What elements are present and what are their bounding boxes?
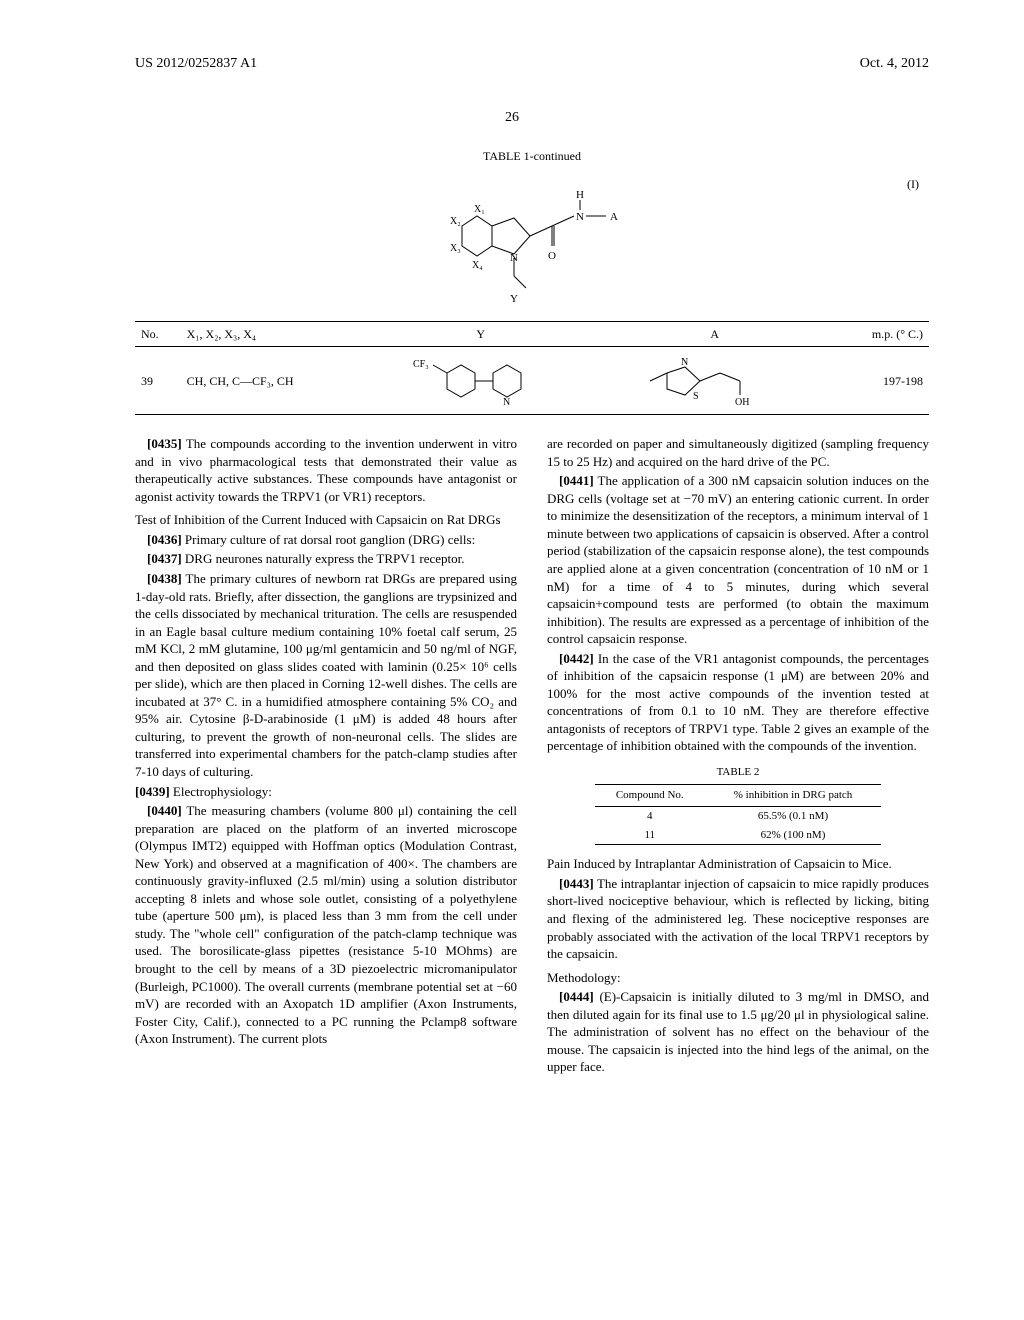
para-text: The measuring chambers (volume 800 μl) c… bbox=[135, 803, 517, 1046]
para-num: [0444] bbox=[559, 989, 594, 1004]
para-num: [0438] bbox=[147, 571, 182, 586]
table2-compound: 4 bbox=[595, 806, 705, 825]
para-num: [0441] bbox=[559, 473, 594, 488]
para-text: Electrophysiology: bbox=[173, 784, 272, 799]
table2-col-inhibition: % inhibition in DRG patch bbox=[705, 784, 882, 806]
left-column: [0435] The compounds according to the in… bbox=[135, 435, 517, 1078]
right-column: are recorded on paper and simultaneously… bbox=[547, 435, 929, 1078]
subheading: Test of Inhibition of the Current Induce… bbox=[135, 511, 517, 529]
table1-col-a: A bbox=[598, 321, 832, 346]
svg-text:H: H bbox=[576, 189, 584, 201]
table1-y-structure: CF₃ N bbox=[364, 347, 598, 415]
svg-text:O: O bbox=[548, 250, 556, 262]
svg-text:CF₃: CF₃ bbox=[413, 359, 429, 370]
para-text: The primary cultures of newborn rat DRGs… bbox=[135, 571, 517, 779]
svg-text:N: N bbox=[576, 211, 584, 223]
para-num: [0437] bbox=[147, 551, 182, 566]
svg-text:N: N bbox=[681, 357, 688, 368]
table1-x: CH, CH, C—CF₃, CH bbox=[181, 347, 364, 415]
table-row: 4 65.5% (0.1 nM) bbox=[595, 806, 882, 825]
para-num: [0435] bbox=[147, 436, 182, 451]
svg-text:Y: Y bbox=[510, 293, 518, 305]
table1-col-y: Y bbox=[364, 321, 598, 346]
para-num: [0436] bbox=[147, 532, 182, 547]
para-text: (E)-Capsaicin is initially diluted to 3 … bbox=[547, 989, 929, 1074]
table1-no: 39 bbox=[135, 347, 181, 415]
para-text: are recorded on paper and simultaneously… bbox=[547, 435, 929, 470]
para-text: In the case of the VR1 antagonist compou… bbox=[547, 651, 929, 754]
para-text: Primary culture of rat dorsal root gangl… bbox=[185, 532, 475, 547]
publication-date: Oct. 4, 2012 bbox=[860, 55, 929, 74]
svg-text:X₁: X₁ bbox=[474, 204, 485, 215]
para-num: [0442] bbox=[559, 651, 594, 666]
table1-col-mp: m.p. (° C.) bbox=[832, 321, 929, 346]
svg-text:X₃: X₃ bbox=[450, 243, 461, 254]
svg-text:A: A bbox=[610, 211, 618, 223]
table1: No. X₁, X₂, X₃, X₄ Y A m.p. (° C.) 39 CH… bbox=[135, 321, 929, 415]
table1-a-structure: N S OH bbox=[598, 347, 832, 415]
publication-number: US 2012/0252837 A1 bbox=[135, 55, 257, 74]
svg-text:S: S bbox=[693, 391, 699, 402]
para-num: [0439] bbox=[135, 784, 170, 799]
table1-title: TABLE 1-continued bbox=[135, 148, 929, 164]
subheading: Pain Induced by Intraplantar Administrat… bbox=[547, 855, 929, 873]
para-num: [0443] bbox=[559, 876, 594, 891]
table2-col-compound: Compound No. bbox=[595, 784, 705, 806]
table2-inhibition: 65.5% (0.1 nM) bbox=[705, 806, 882, 825]
table2-title: TABLE 2 bbox=[547, 765, 929, 780]
para-text: The intraplantar injection of capsaicin … bbox=[547, 876, 929, 961]
table2-compound: 11 bbox=[595, 826, 705, 845]
para-num: [0440] bbox=[147, 803, 182, 818]
table2-inhibition: 62% (100 nM) bbox=[705, 826, 882, 845]
svg-text:X₂: X₂ bbox=[450, 216, 461, 227]
para-text: The compounds according to the invention… bbox=[135, 436, 517, 504]
subheading: Methodology: bbox=[547, 969, 929, 987]
para-text: DRG neurones naturally express the TRPV1… bbox=[185, 551, 465, 566]
svg-text:X₄: X₄ bbox=[472, 260, 483, 271]
table1-col-x: X₁, X₂, X₃, X₄ bbox=[181, 321, 364, 346]
table-row: 11 62% (100 nM) bbox=[595, 826, 882, 845]
table-row: 39 CH, CH, C—CF₃, CH CF₃ N bbox=[135, 347, 929, 415]
table2: Compound No. % inhibition in DRG patch 4… bbox=[595, 784, 882, 846]
chemical-structure-formula: (I) N O N H A bbox=[135, 176, 929, 306]
svg-text:N: N bbox=[503, 397, 510, 408]
table1-mp: 197-198 bbox=[832, 347, 929, 415]
para-text: The application of a 300 nM capsaicin so… bbox=[547, 473, 929, 646]
formula-label: (I) bbox=[907, 176, 919, 192]
table1-col-no: No. bbox=[135, 321, 181, 346]
svg-text:OH: OH bbox=[735, 397, 749, 408]
page-number: 26 bbox=[0, 109, 1024, 128]
